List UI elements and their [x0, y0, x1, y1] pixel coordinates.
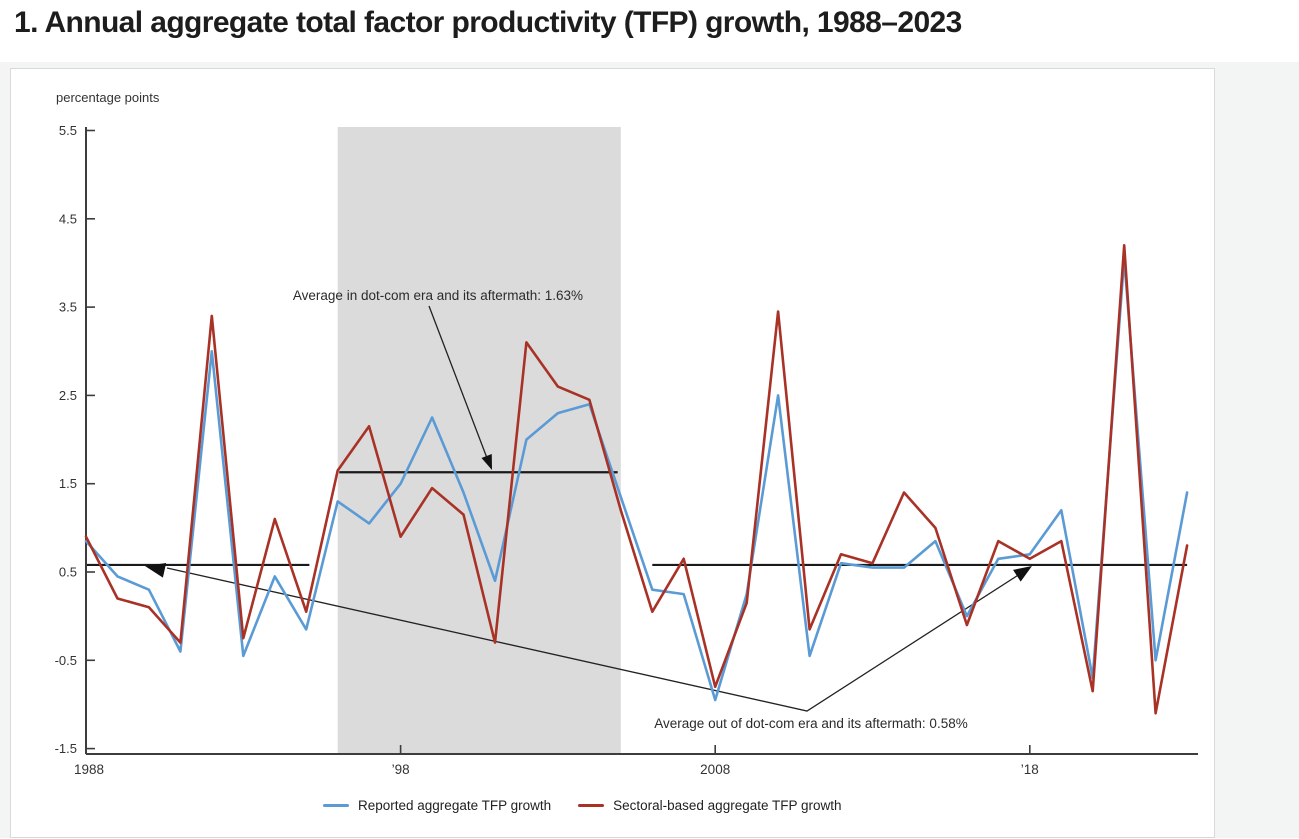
- legend-item-sectoral: Sectoral-based aggregate TFP growth: [578, 798, 842, 813]
- y-tick-label: 3.5: [59, 300, 77, 315]
- annotation-out-of-era: Average out of dot-com era and its after…: [654, 716, 967, 731]
- annotation-leader-line: [166, 567, 1024, 712]
- reported-series-swatch-icon: [323, 803, 349, 808]
- y-tick-label: -1.5: [55, 741, 77, 756]
- annotation-in-era: Average in dot-com era and its aftermath…: [293, 288, 583, 303]
- annotation-leader-line: [428, 305, 488, 459]
- x-tick-label: ’98: [392, 762, 410, 777]
- chart-legend: Reported aggregate TFP growth Sectoral-b…: [323, 798, 842, 813]
- reported-series-label: Reported aggregate TFP growth: [358, 798, 552, 813]
- y-tick-label: 5.5: [59, 123, 77, 138]
- reported-series-line: [84, 257, 1189, 702]
- page-title: 1. Annual aggregate total factor product…: [14, 6, 962, 39]
- y-tick-label: 0.5: [59, 565, 77, 580]
- sectoral-series-label: Sectoral-based aggregate TFP growth: [613, 798, 842, 813]
- y-tick-label: 2.5: [59, 388, 77, 403]
- arrowhead-icon: [145, 563, 167, 578]
- dotcom-era-shaded-region: [337, 127, 621, 754]
- y-tick-label: 1.5: [59, 476, 77, 491]
- chart-card: 5.5 4.5 3.5 2.5 1.5 0.5 -0.5 -1.5 percentage poi…: [10, 68, 1215, 838]
- arrowhead-icon: [481, 454, 492, 470]
- y-tick-label: 4.5: [59, 211, 77, 226]
- tfp-line-chart: 5.5 4.5 3.5 2.5 1.5 0.5 -0.5 -1.5 percentage poi…: [55, 90, 1198, 777]
- sectoral-series-line: [84, 244, 1189, 715]
- x-tick-label: 1988: [74, 762, 104, 777]
- y-tick-label: -0.5: [55, 653, 77, 668]
- x-tick-label: ’18: [1021, 762, 1039, 777]
- arrowhead-icon: [1013, 566, 1032, 582]
- x-tick-label: 2008: [700, 762, 730, 777]
- y-axis-title: percentage points: [56, 90, 160, 105]
- legend-item-reported: Reported aggregate TFP growth: [323, 798, 551, 813]
- sectoral-series-swatch-icon: [578, 803, 605, 808]
